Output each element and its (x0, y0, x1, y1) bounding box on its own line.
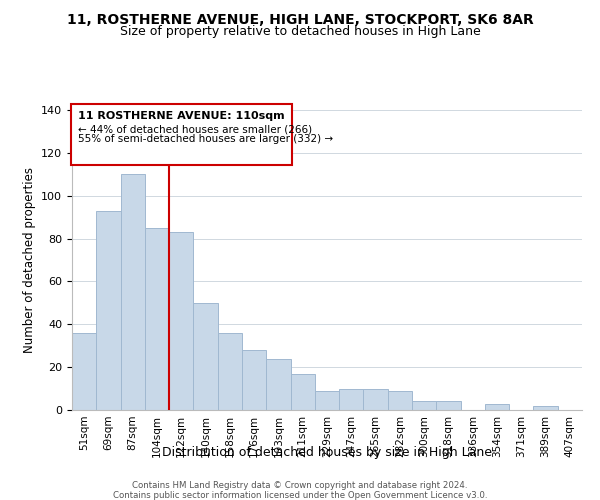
Bar (412, 402, 436, 410)
Bar (193, 303, 218, 410)
Bar (339, 388, 364, 410)
Bar (364, 388, 388, 410)
Bar (290, 374, 315, 410)
Bar (533, 406, 558, 410)
Bar (96, 210, 121, 410)
Bar (266, 358, 290, 410)
Bar (388, 390, 412, 410)
Bar (242, 350, 266, 410)
Bar (169, 232, 193, 410)
Text: 11 ROSTHERNE AVENUE: 110sqm: 11 ROSTHERNE AVENUE: 110sqm (78, 111, 284, 121)
Bar (218, 333, 242, 410)
Text: Contains HM Land Registry data © Crown copyright and database right 2024.: Contains HM Land Registry data © Crown c… (132, 480, 468, 490)
Bar (121, 174, 145, 410)
Text: Size of property relative to detached houses in High Lane: Size of property relative to detached ho… (119, 25, 481, 38)
Bar (436, 402, 461, 410)
Text: Contains public sector information licensed under the Open Government Licence v3: Contains public sector information licen… (113, 490, 487, 500)
Bar (315, 390, 339, 410)
Text: ← 44% of detached houses are smaller (266): ← 44% of detached houses are smaller (26… (78, 124, 312, 134)
Text: Distribution of detached houses by size in High Lane: Distribution of detached houses by size … (162, 446, 492, 459)
Text: 55% of semi-detached houses are larger (332) →: 55% of semi-detached houses are larger (… (78, 134, 333, 144)
Bar (485, 404, 509, 410)
Y-axis label: Number of detached properties: Number of detached properties (23, 167, 35, 353)
Bar (145, 228, 169, 410)
Text: 11, ROSTHERNE AVENUE, HIGH LANE, STOCKPORT, SK6 8AR: 11, ROSTHERNE AVENUE, HIGH LANE, STOCKPO… (67, 12, 533, 26)
Bar (72, 333, 96, 410)
